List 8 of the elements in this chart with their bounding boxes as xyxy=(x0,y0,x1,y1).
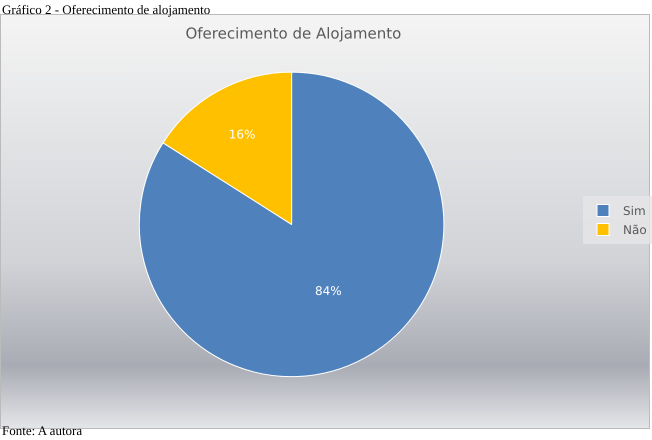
source-note: Fonte: A autora xyxy=(2,423,82,438)
legend-label: Sim xyxy=(623,204,646,218)
text: Gráfico 2 - Oferecimento de alojamento xyxy=(2,2,210,17)
chart-title: Oferecimento de Alojamento xyxy=(185,24,402,42)
pie-slice xyxy=(139,72,444,377)
data-label: 16% xyxy=(228,127,256,142)
data-label: 84% xyxy=(314,284,342,298)
legend-label: Não xyxy=(623,223,647,238)
